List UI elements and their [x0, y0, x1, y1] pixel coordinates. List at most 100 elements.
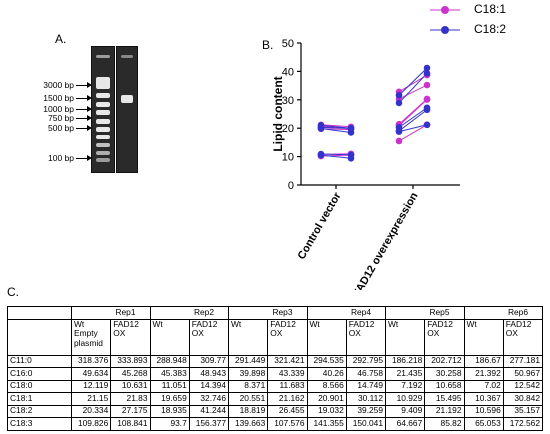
table-cell: 39.898 — [227, 367, 269, 381]
table-cell: 41.244 — [188, 404, 230, 418]
data-point — [423, 81, 431, 89]
rep-header: Rep1 — [71, 306, 151, 320]
table-cell: 45.268 — [110, 367, 151, 381]
table-cell: 49.634 — [70, 367, 112, 381]
table-row: C18:1 21.15 21.83 19.659 32.746 20.551 21.162 2… — [7, 392, 544, 406]
table-row: C18:3 109.826 108.841 93.7 156.377 139.663 107… — [7, 417, 544, 431]
data-point — [395, 137, 403, 145]
y-axis-label: Lipid content — [271, 76, 285, 151]
gel-band — [96, 55, 110, 58]
row-label: C18:1 — [7, 392, 72, 406]
table-row: C18:2 20.334 27.175 18.935 41.244 18.819 26.45… — [7, 404, 544, 418]
y-tick-label: 0 — [288, 180, 294, 192]
table-cell: 45.383 — [149, 367, 190, 381]
legend-item-c18-1: C18:1 — [430, 2, 506, 16]
gel-band — [96, 143, 110, 147]
pair-line — [398, 99, 428, 127]
table-cell: 18.935 — [149, 404, 190, 418]
table-cell: 64.667 — [384, 417, 426, 431]
table-cell: 48.943 — [188, 367, 230, 381]
rep-header: Rep4 — [306, 306, 386, 320]
table-cell: 10.929 — [384, 392, 426, 406]
condition-header: FAD12 OX — [110, 318, 151, 356]
legend-label-c18-1: C18:1 — [474, 2, 507, 16]
lipid-data-table: Rep1 Rep2 Rep3 Rep4 Rep5 Rep6 Wt Empty p… — [7, 306, 544, 431]
table-cell: 21.435 — [384, 367, 426, 381]
ladder-arrow-500 — [76, 124, 92, 131]
table-cell: 8.566 — [306, 379, 347, 393]
table-cell: 150.041 — [345, 417, 387, 431]
pair-line — [398, 124, 428, 142]
rep-header: Rep3 — [228, 306, 308, 320]
y-tick-label: 50 — [282, 38, 294, 50]
legend-label-c18-2: C18:2 — [474, 22, 507, 36]
table-cell: 107.576 — [267, 417, 308, 431]
data-point — [423, 70, 431, 77]
table-cell: 9.409 — [384, 404, 426, 418]
condition-header: Wt — [149, 318, 190, 356]
ladder-arrow-1000 — [76, 105, 92, 112]
data-point — [423, 104, 431, 112]
table-cell: 46.758 — [345, 367, 387, 381]
y-tick-label: 30 — [282, 95, 294, 107]
y-tick-label: 40 — [282, 66, 294, 78]
table-cell: 20.334 — [70, 404, 112, 418]
pair-line — [320, 127, 352, 133]
ladder-label-1500: 1500 bp — [43, 93, 74, 103]
table-row: C18:0 12.119 10.631 11.051 14.394 8.371 11.683… — [7, 379, 544, 393]
table-cell: 12.542 — [502, 379, 544, 393]
gel-image: 3000 bp 1500 bp 1000 bp 750 bp 500 bp 10… — [0, 0, 200, 200]
x-tick-label: Control vector — [296, 190, 344, 262]
gel-band — [96, 77, 110, 89]
table-row: C16:0 49.634 45.268 45.383 48.943 39.898 43.33… — [7, 367, 544, 381]
pair-line — [398, 84, 428, 100]
table-cell: 14.749 — [345, 379, 387, 393]
table-cell: 19.659 — [149, 392, 190, 406]
table-cell: 32.746 — [188, 392, 230, 406]
condition-header: FAD12 OX — [424, 318, 465, 356]
rep-header: Rep6 — [463, 306, 543, 320]
gel-band — [96, 158, 110, 162]
row-label: C11:0 — [7, 354, 72, 368]
row-label: C18:2 — [7, 404, 72, 418]
table-cell: 141.355 — [306, 417, 347, 431]
table-cell: 109.826 — [70, 417, 112, 431]
condition-header: FAD12 OX — [267, 318, 308, 356]
legend-swatch-c18-2 — [430, 24, 460, 34]
ladder-label-750: 750 bp — [48, 113, 74, 123]
gel-band — [96, 127, 110, 132]
pair-line — [320, 154, 352, 159]
ladder-arrow-100 — [76, 154, 92, 161]
table-cell: 10.367 — [463, 392, 504, 406]
data-point — [395, 124, 403, 131]
data-point — [395, 91, 403, 99]
pair-line — [398, 67, 428, 96]
table-cell: 277.181 — [502, 354, 544, 368]
table-cell: 11.051 — [149, 379, 190, 393]
lipid-chart: 0 10 20 30 40 50 Lipid content Control vector FA… — [271, 38, 460, 290]
table-cell: 292.795 — [345, 354, 387, 368]
panel-label-a: A. — [55, 32, 67, 46]
gel-band — [96, 135, 110, 139]
panel-label-b: B. — [262, 38, 274, 52]
table-cell: 21.192 — [424, 404, 465, 418]
table-cell: 85.82 — [424, 417, 465, 431]
data-point — [395, 99, 403, 107]
ladder-arrow-3000 — [76, 81, 92, 88]
data-point — [347, 124, 355, 132]
ladder-arrow-1500 — [76, 94, 92, 101]
table-cell: 30.258 — [424, 367, 465, 381]
gel-band — [121, 95, 133, 103]
data-point — [317, 150, 325, 158]
gel-band — [96, 151, 110, 155]
table-cell: 14.394 — [188, 379, 230, 393]
ladder-label-500: 500 bp — [48, 123, 74, 133]
pair-line — [398, 109, 428, 132]
table-header-row: Rep1 Rep2 Rep3 Rep4 Rep5 Rep6 — [7, 306, 543, 320]
table-row: C11:0 318.376 333.893 288.948 309.77 291.449 3… — [7, 354, 544, 368]
legend-swatch-c18-1 — [430, 4, 460, 14]
table-cell: 139.663 — [227, 417, 269, 431]
row-label: C16:0 — [7, 367, 72, 381]
table-cell: 10.596 — [463, 404, 504, 418]
ladder-arrow-750 — [76, 114, 92, 121]
